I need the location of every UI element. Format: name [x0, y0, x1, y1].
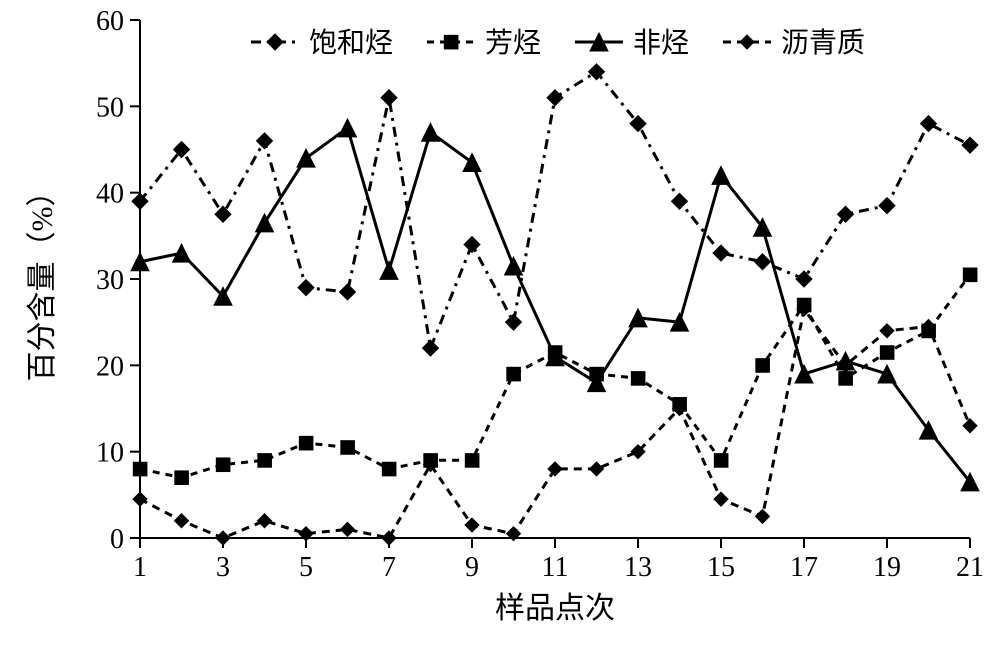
x-tick-label: 3	[216, 552, 230, 583]
y-tick-label: 10	[96, 438, 124, 469]
x-tick-label: 19	[873, 552, 901, 583]
y-tick-label: 0	[110, 524, 124, 555]
legend-label: 沥青质	[781, 27, 865, 59]
y-tick-label: 60	[96, 6, 124, 37]
y-tick-label: 20	[96, 351, 124, 382]
x-tick-label: 5	[299, 552, 313, 583]
x-tick-label: 17	[790, 552, 818, 583]
legend-label: 芳烃	[485, 27, 541, 59]
legend-label: 非烃	[633, 27, 689, 59]
chart-container: 010203040506013579111315171921样品点次百分含量（%…	[0, 0, 1000, 653]
x-tick-label: 13	[624, 552, 652, 583]
y-tick-label: 30	[96, 265, 124, 296]
x-tick-label: 11	[542, 552, 569, 583]
y-tick-label: 50	[96, 92, 124, 123]
x-tick-label: 21	[956, 552, 984, 583]
x-tick-label: 1	[133, 552, 147, 583]
x-tick-label: 9	[465, 552, 479, 583]
y-tick-label: 40	[96, 179, 124, 210]
x-axis-label: 样品点次	[495, 592, 615, 625]
legend-label: 饱和烃	[309, 27, 393, 59]
x-tick-label: 15	[707, 552, 735, 583]
x-tick-label: 7	[382, 552, 396, 583]
y-axis-label: 百分含量（%）	[26, 177, 59, 382]
line-chart: 010203040506013579111315171921样品点次百分含量（%…	[0, 0, 1000, 653]
